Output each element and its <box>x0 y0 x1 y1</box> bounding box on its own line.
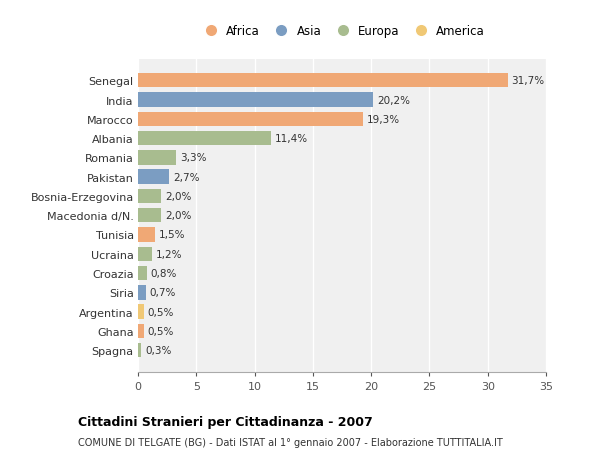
Text: 11,4%: 11,4% <box>274 134 308 144</box>
Text: 2,7%: 2,7% <box>173 172 199 182</box>
Text: 31,7%: 31,7% <box>511 76 544 86</box>
Bar <box>138 93 373 107</box>
Bar <box>138 112 363 127</box>
Bar <box>138 266 148 280</box>
Bar <box>138 285 146 300</box>
Bar <box>138 170 169 185</box>
Bar <box>138 343 142 358</box>
Text: 0,5%: 0,5% <box>148 307 174 317</box>
Bar <box>138 324 144 338</box>
Text: COMUNE DI TELGATE (BG) - Dati ISTAT al 1° gennaio 2007 - Elaborazione TUTTITALIA: COMUNE DI TELGATE (BG) - Dati ISTAT al 1… <box>78 437 503 447</box>
Text: 2,0%: 2,0% <box>165 191 191 202</box>
Bar <box>138 74 508 88</box>
Bar <box>138 305 144 319</box>
Bar <box>138 151 176 165</box>
Text: Cittadini Stranieri per Cittadinanza - 2007: Cittadini Stranieri per Cittadinanza - 2… <box>78 415 373 428</box>
Legend: Africa, Asia, Europa, America: Africa, Asia, Europa, America <box>199 25 485 38</box>
Text: 3,3%: 3,3% <box>180 153 206 163</box>
Text: 0,3%: 0,3% <box>145 346 172 355</box>
Text: 0,8%: 0,8% <box>151 269 177 279</box>
Text: 0,7%: 0,7% <box>149 288 176 298</box>
Bar <box>138 189 161 204</box>
Text: 20,2%: 20,2% <box>377 95 410 105</box>
Bar <box>138 208 161 223</box>
Bar <box>138 247 152 262</box>
Text: 1,5%: 1,5% <box>159 230 185 240</box>
Text: 0,5%: 0,5% <box>148 326 174 336</box>
Bar <box>138 228 155 242</box>
Bar <box>138 132 271 146</box>
Text: 1,2%: 1,2% <box>155 249 182 259</box>
Text: 19,3%: 19,3% <box>367 115 400 124</box>
Text: 2,0%: 2,0% <box>165 211 191 221</box>
